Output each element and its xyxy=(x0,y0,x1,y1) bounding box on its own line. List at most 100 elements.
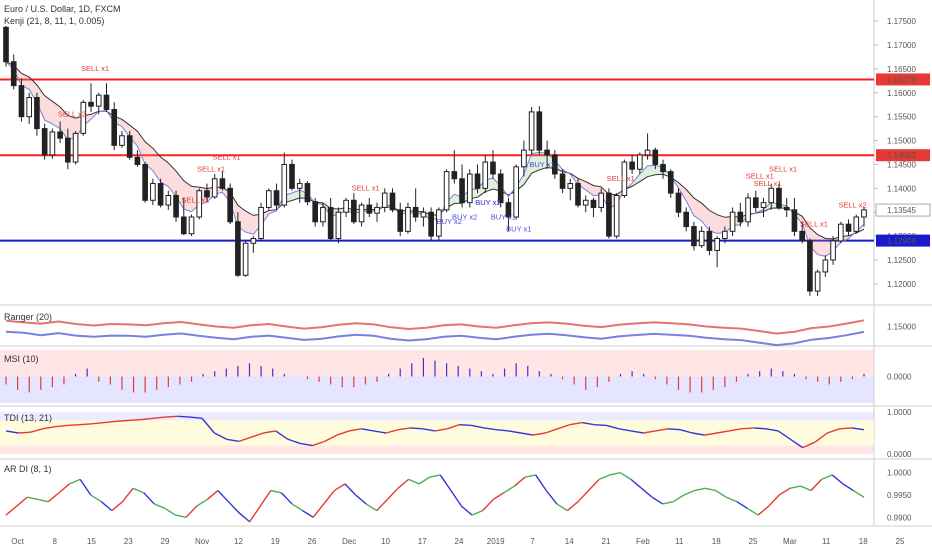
ranger-band-line xyxy=(5,319,865,335)
tdi-title: TDI (13, 21) xyxy=(4,413,52,423)
candle-body xyxy=(211,178,218,198)
candle-body xyxy=(351,199,357,223)
x-tick-label: 12 xyxy=(234,537,243,546)
ma-cloud xyxy=(678,182,687,201)
ma-cloud xyxy=(817,234,826,257)
ardi-line-segment xyxy=(408,478,420,485)
x-tick-label: Mar xyxy=(783,537,797,546)
ma-cloud xyxy=(701,203,710,231)
tdi-line-segment xyxy=(827,428,840,434)
ma-cloud xyxy=(183,180,192,212)
tdi-line-segment xyxy=(839,427,852,430)
candle-body xyxy=(791,209,798,232)
candle-body xyxy=(165,195,172,206)
x-tick-label: 7 xyxy=(530,537,535,546)
tdi-line-segment xyxy=(373,430,387,434)
x-tick-label: 17 xyxy=(418,537,427,546)
candle-body xyxy=(722,230,728,239)
ardi-line-segment xyxy=(37,498,49,503)
ardi-line-segment xyxy=(651,496,664,505)
tdi-line-segment xyxy=(5,430,19,434)
signal-label: SELL x1 xyxy=(182,196,210,205)
tdi-line-segment xyxy=(201,417,215,434)
candle-body xyxy=(180,216,187,235)
x-tick-label: Nov xyxy=(195,537,209,546)
ardi-line-segment xyxy=(312,503,325,518)
candle-body xyxy=(18,85,25,118)
ardi-line-segment xyxy=(69,478,81,485)
ardi-line-segment xyxy=(577,490,590,503)
ardi-line-segment xyxy=(545,490,558,505)
candle-body xyxy=(281,163,288,206)
ardi-line-segment xyxy=(683,489,695,496)
ardi-line-segment xyxy=(831,474,844,485)
y-tick-label: 1.12500 xyxy=(887,256,916,265)
candle-body xyxy=(675,192,682,213)
ardi-line-segment xyxy=(429,474,441,478)
candle-body xyxy=(320,206,326,223)
tdi-y-tick: 1.0000 xyxy=(887,408,912,417)
price-badge xyxy=(875,203,931,217)
candle-body xyxy=(459,178,465,204)
msi-upper-band xyxy=(0,350,874,377)
candle-body xyxy=(296,183,303,189)
ardi-line-segment xyxy=(450,490,463,507)
price-badge xyxy=(876,73,930,86)
ardi-line-segment xyxy=(249,505,261,523)
ardi-line-segment xyxy=(842,483,854,492)
candle-body xyxy=(10,61,17,87)
tdi-line-segment xyxy=(18,431,31,434)
candle-body xyxy=(289,163,295,189)
tdi-line-segment xyxy=(324,434,338,442)
tdi-line-segment xyxy=(312,440,325,447)
price-badge-label: 1.16279 xyxy=(887,75,916,84)
tdi-line-segment xyxy=(594,423,607,427)
candle-body xyxy=(691,226,697,247)
candle-body xyxy=(227,187,233,223)
ma-cloud xyxy=(145,141,153,171)
candle-body xyxy=(490,161,496,175)
candle-body xyxy=(807,240,813,292)
ardi-line-segment xyxy=(556,503,568,512)
x-tick-label: Oct xyxy=(11,537,24,546)
ardi-line-segment xyxy=(588,478,600,492)
tdi-line-segment xyxy=(618,428,632,432)
ardi-y-tick: 0.9950 xyxy=(887,491,912,500)
tdi-upper-band xyxy=(0,412,874,421)
ardi-line-segment xyxy=(810,478,823,492)
msi-lower-band xyxy=(0,376,874,403)
candle-body xyxy=(466,173,473,204)
ardi-line-segment xyxy=(344,483,357,496)
price-badge xyxy=(876,234,930,247)
tdi-line-segment xyxy=(385,428,399,434)
candle-body xyxy=(397,209,404,232)
candle-body xyxy=(119,135,125,146)
candle-body xyxy=(830,240,836,261)
ardi-line-segment xyxy=(418,476,431,485)
ardi-line-segment xyxy=(397,478,409,489)
candle-body xyxy=(814,271,821,292)
ma-cloud xyxy=(523,153,532,185)
candle-body xyxy=(366,204,373,214)
tdi-line-segment xyxy=(557,423,571,430)
ardi-line-segment xyxy=(694,487,706,492)
candle-body xyxy=(505,202,512,218)
ardi-line-segment xyxy=(90,494,102,503)
signal-label: SELL x2 xyxy=(58,110,86,119)
tdi-line-segment xyxy=(349,428,362,432)
candle-body xyxy=(250,238,257,244)
x-tick-label: 25 xyxy=(896,537,905,546)
tdi-line-segment xyxy=(851,427,865,431)
candle-body xyxy=(521,149,527,168)
tdi-line-segment xyxy=(508,430,521,434)
ardi-line-segment xyxy=(100,501,113,512)
candle-body xyxy=(26,97,33,118)
ardi-line-segment xyxy=(736,501,748,509)
tdi-line-segment xyxy=(165,415,178,418)
tdi-line-segment xyxy=(643,430,656,434)
ardi-line-segment xyxy=(566,501,579,512)
ardi-line-segment xyxy=(58,483,71,494)
ardi-line-segment xyxy=(757,505,770,516)
tdi-line-segment xyxy=(569,421,583,426)
tdi-line-segment xyxy=(398,427,411,431)
